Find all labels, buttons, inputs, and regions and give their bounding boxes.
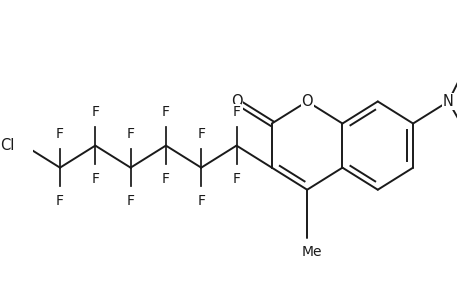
Text: F: F xyxy=(56,127,64,141)
Text: F: F xyxy=(56,194,64,208)
Text: F: F xyxy=(162,172,169,186)
Text: F: F xyxy=(232,172,240,186)
Text: F: F xyxy=(232,105,240,119)
Text: F: F xyxy=(126,194,134,208)
Text: Me: Me xyxy=(301,244,321,259)
Text: F: F xyxy=(91,105,99,119)
Text: O: O xyxy=(301,94,312,109)
Text: F: F xyxy=(162,105,169,119)
Text: F: F xyxy=(126,127,134,141)
Text: F: F xyxy=(91,172,99,186)
Text: Cl: Cl xyxy=(0,138,14,153)
Text: O: O xyxy=(230,94,242,109)
Text: N: N xyxy=(442,94,453,109)
Text: F: F xyxy=(197,127,205,141)
Text: F: F xyxy=(197,194,205,208)
